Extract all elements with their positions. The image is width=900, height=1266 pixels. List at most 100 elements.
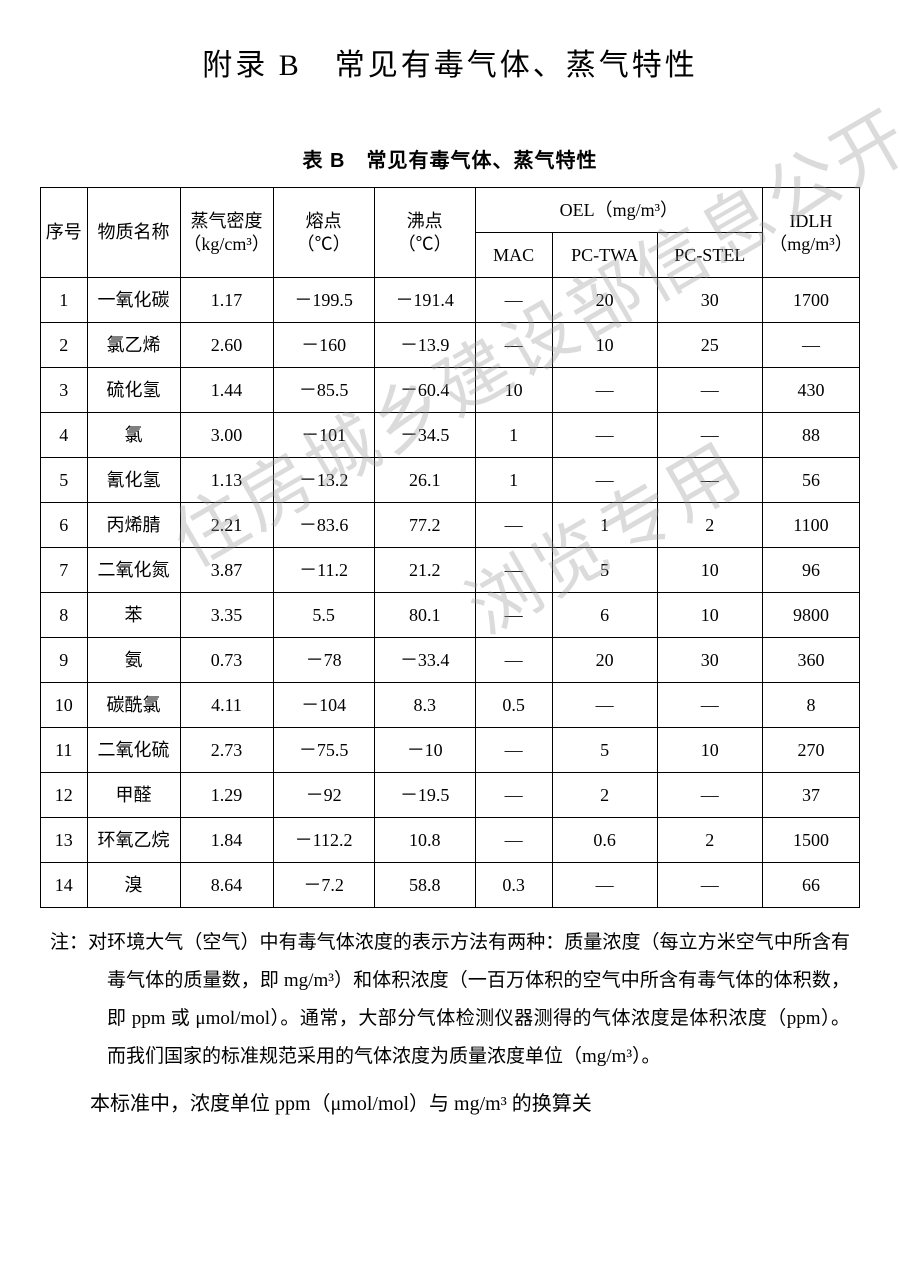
cell-stel: — — [657, 458, 762, 503]
cell-melt: －101 — [273, 413, 374, 458]
cell-twa: 2 — [552, 773, 657, 818]
th-pctwa: PC-TWA — [552, 233, 657, 278]
table-row: 9氨0.73－78－33.4—2030360 — [41, 638, 860, 683]
appendix-title: 附录 B 常见有毒气体、蒸气特性 — [40, 40, 860, 84]
cell-twa: 20 — [552, 278, 657, 323]
cell-dens: 1.84 — [180, 818, 273, 863]
cell-melt: －104 — [273, 683, 374, 728]
cell-seq: 6 — [41, 503, 88, 548]
cell-seq: 9 — [41, 638, 88, 683]
cell-seq: 1 — [41, 278, 88, 323]
cell-name: 二氧化氮 — [87, 548, 180, 593]
cell-mac: — — [475, 323, 552, 368]
cell-idlh: 1500 — [762, 818, 859, 863]
cell-mac: 0.3 — [475, 863, 552, 908]
cell-melt: －7.2 — [273, 863, 374, 908]
cell-dens: 1.44 — [180, 368, 273, 413]
cell-dens: 8.64 — [180, 863, 273, 908]
cell-idlh: 1700 — [762, 278, 859, 323]
th-idlh-l1: IDLH — [789, 211, 832, 231]
table-row: 13环氧乙烷1.84－112.210.8—0.621500 — [41, 818, 860, 863]
cell-stel: 2 — [657, 818, 762, 863]
table-row: 2氯乙烯2.60－160－13.9—1025— — [41, 323, 860, 368]
th-boil-l1: 沸点 — [407, 211, 443, 231]
cell-dens: 2.73 — [180, 728, 273, 773]
cell-stel: 10 — [657, 548, 762, 593]
table-row: 7二氧化氮3.87－11.221.2—51096 — [41, 548, 860, 593]
table-row: 12甲醛1.29－92－19.5—2—37 — [41, 773, 860, 818]
cell-idlh: 8 — [762, 683, 859, 728]
gas-properties-table: 序号 物质名称 蒸气密度 （kg/cm³） 熔点 （℃） 沸点 （℃） OEL（… — [40, 187, 860, 908]
cell-seq: 5 — [41, 458, 88, 503]
cell-mac: — — [475, 638, 552, 683]
cell-melt: －160 — [273, 323, 374, 368]
cell-mac: — — [475, 548, 552, 593]
cell-mac: — — [475, 728, 552, 773]
th-boil: 沸点 （℃） — [374, 188, 475, 278]
cell-twa: — — [552, 413, 657, 458]
table-row: 14溴8.64－7.258.80.3——66 — [41, 863, 860, 908]
cell-melt: 5.5 — [273, 593, 374, 638]
document-page: 住房城乡建设部信息公开 浏览专用 附录 B 常见有毒气体、蒸气特性 表 B 常见… — [0, 0, 900, 1144]
cell-stel: 25 — [657, 323, 762, 368]
cell-dens: 3.87 — [180, 548, 273, 593]
cell-mac: — — [475, 593, 552, 638]
cell-stel: 10 — [657, 728, 762, 773]
cell-twa: 0.6 — [552, 818, 657, 863]
cell-twa: 5 — [552, 728, 657, 773]
cell-mac: 1 — [475, 413, 552, 458]
cell-mac: — — [475, 773, 552, 818]
cell-seq: 7 — [41, 548, 88, 593]
th-density-l2: （kg/cm³） — [183, 234, 269, 254]
cell-stel: 10 — [657, 593, 762, 638]
cell-seq: 14 — [41, 863, 88, 908]
cell-stel: — — [657, 683, 762, 728]
cell-name: 甲醛 — [87, 773, 180, 818]
th-oel: OEL（mg/m³） — [475, 188, 762, 233]
cell-melt: －75.5 — [273, 728, 374, 773]
cell-boil: －19.5 — [374, 773, 475, 818]
cell-stel: — — [657, 368, 762, 413]
table-row: 10碳酰氯4.11－1048.30.5——8 — [41, 683, 860, 728]
cell-boil: 8.3 — [374, 683, 475, 728]
cell-melt: －13.2 — [273, 458, 374, 503]
cell-melt: －199.5 — [273, 278, 374, 323]
cell-name: 氯乙烯 — [87, 323, 180, 368]
table-row: 1一氧化碳1.17－199.5－191.4—20301700 — [41, 278, 860, 323]
table-body: 1一氧化碳1.17－199.5－191.4—203017002氯乙烯2.60－1… — [41, 278, 860, 908]
cell-boil: 58.8 — [374, 863, 475, 908]
cell-twa: 1 — [552, 503, 657, 548]
cell-mac: 10 — [475, 368, 552, 413]
cell-boil: －34.5 — [374, 413, 475, 458]
cell-idlh: 270 — [762, 728, 859, 773]
cell-boil: －13.9 — [374, 323, 475, 368]
cell-mac: — — [475, 278, 552, 323]
cell-seq: 8 — [41, 593, 88, 638]
th-density-l1: 蒸气密度 — [191, 211, 263, 231]
cell-stel: 30 — [657, 278, 762, 323]
cell-melt: －85.5 — [273, 368, 374, 413]
cell-boil: 21.2 — [374, 548, 475, 593]
cell-boil: 77.2 — [374, 503, 475, 548]
cell-name: 一氧化碳 — [87, 278, 180, 323]
cell-idlh: 66 — [762, 863, 859, 908]
th-mac: MAC — [475, 233, 552, 278]
cell-idlh: 1100 — [762, 503, 859, 548]
th-density: 蒸气密度 （kg/cm³） — [180, 188, 273, 278]
cell-mac: — — [475, 503, 552, 548]
cell-melt: －112.2 — [273, 818, 374, 863]
cell-seq: 2 — [41, 323, 88, 368]
th-idlh: IDLH （mg/m³） — [762, 188, 859, 278]
table-row: 3硫化氢1.44－85.5－60.410——430 — [41, 368, 860, 413]
cell-seq: 10 — [41, 683, 88, 728]
cell-dens: 3.35 — [180, 593, 273, 638]
cell-dens: 0.73 — [180, 638, 273, 683]
cell-name: 环氧乙烷 — [87, 818, 180, 863]
th-melt: 熔点 （℃） — [273, 188, 374, 278]
cell-twa: — — [552, 863, 657, 908]
cell-melt: －78 — [273, 638, 374, 683]
cell-idlh: 56 — [762, 458, 859, 503]
cell-twa: 20 — [552, 638, 657, 683]
table-row: 5氰化氢1.13－13.226.11——56 — [41, 458, 860, 503]
cell-mac: 0.5 — [475, 683, 552, 728]
